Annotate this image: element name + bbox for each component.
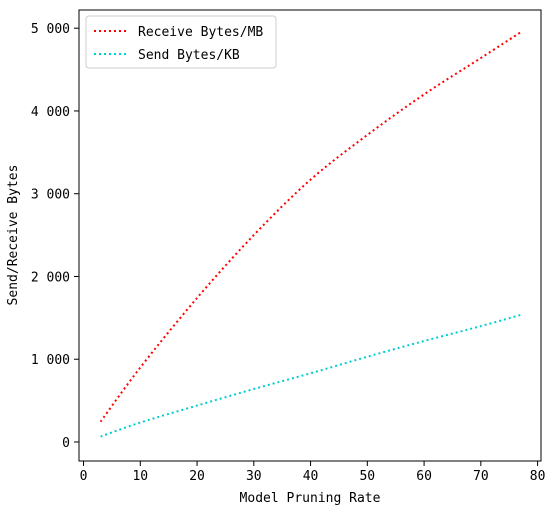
legend: Receive Bytes/MB Send Bytes/KB [85,15,277,69]
y-tick-label: 4 000 [31,105,70,120]
x-tick-label: 10 [132,469,148,484]
x-tick-label: 70 [473,469,489,484]
y-tick-label: 1 000 [31,353,70,368]
x-tick-label: 20 [189,469,205,484]
y-axis-label: Send/Receive Bytes [6,165,21,306]
x-tick-label: 50 [359,469,375,484]
y-tick-label: 2 000 [31,270,70,285]
series-line-receive [99,31,522,423]
x-tick-label: 60 [416,469,432,484]
y-tick-label: 3 000 [31,188,70,203]
ticks: 0 10 20 30 40 50 60 70 80 0 1 000 2 000 3 000 4 000 5 … [31,22,546,484]
y-tick-label: 0 [62,436,70,451]
y-tick-label: 5 000 [31,22,70,37]
x-tick-label: 30 [246,469,262,484]
x-tick-label: 40 [303,469,319,484]
x-tick-label: 80 [530,469,546,484]
legend-box [85,15,277,69]
axes [78,9,542,462]
axes-frame [78,9,542,462]
series-line-send [100,313,521,438]
x-tick-label: 0 [80,469,88,484]
x-axis-label: Model Pruning Rate [240,491,381,506]
legend-label-receive: Receive Bytes/MB [138,25,263,40]
series-layer [99,31,522,438]
legend-label-send: Send Bytes/KB [138,48,240,63]
